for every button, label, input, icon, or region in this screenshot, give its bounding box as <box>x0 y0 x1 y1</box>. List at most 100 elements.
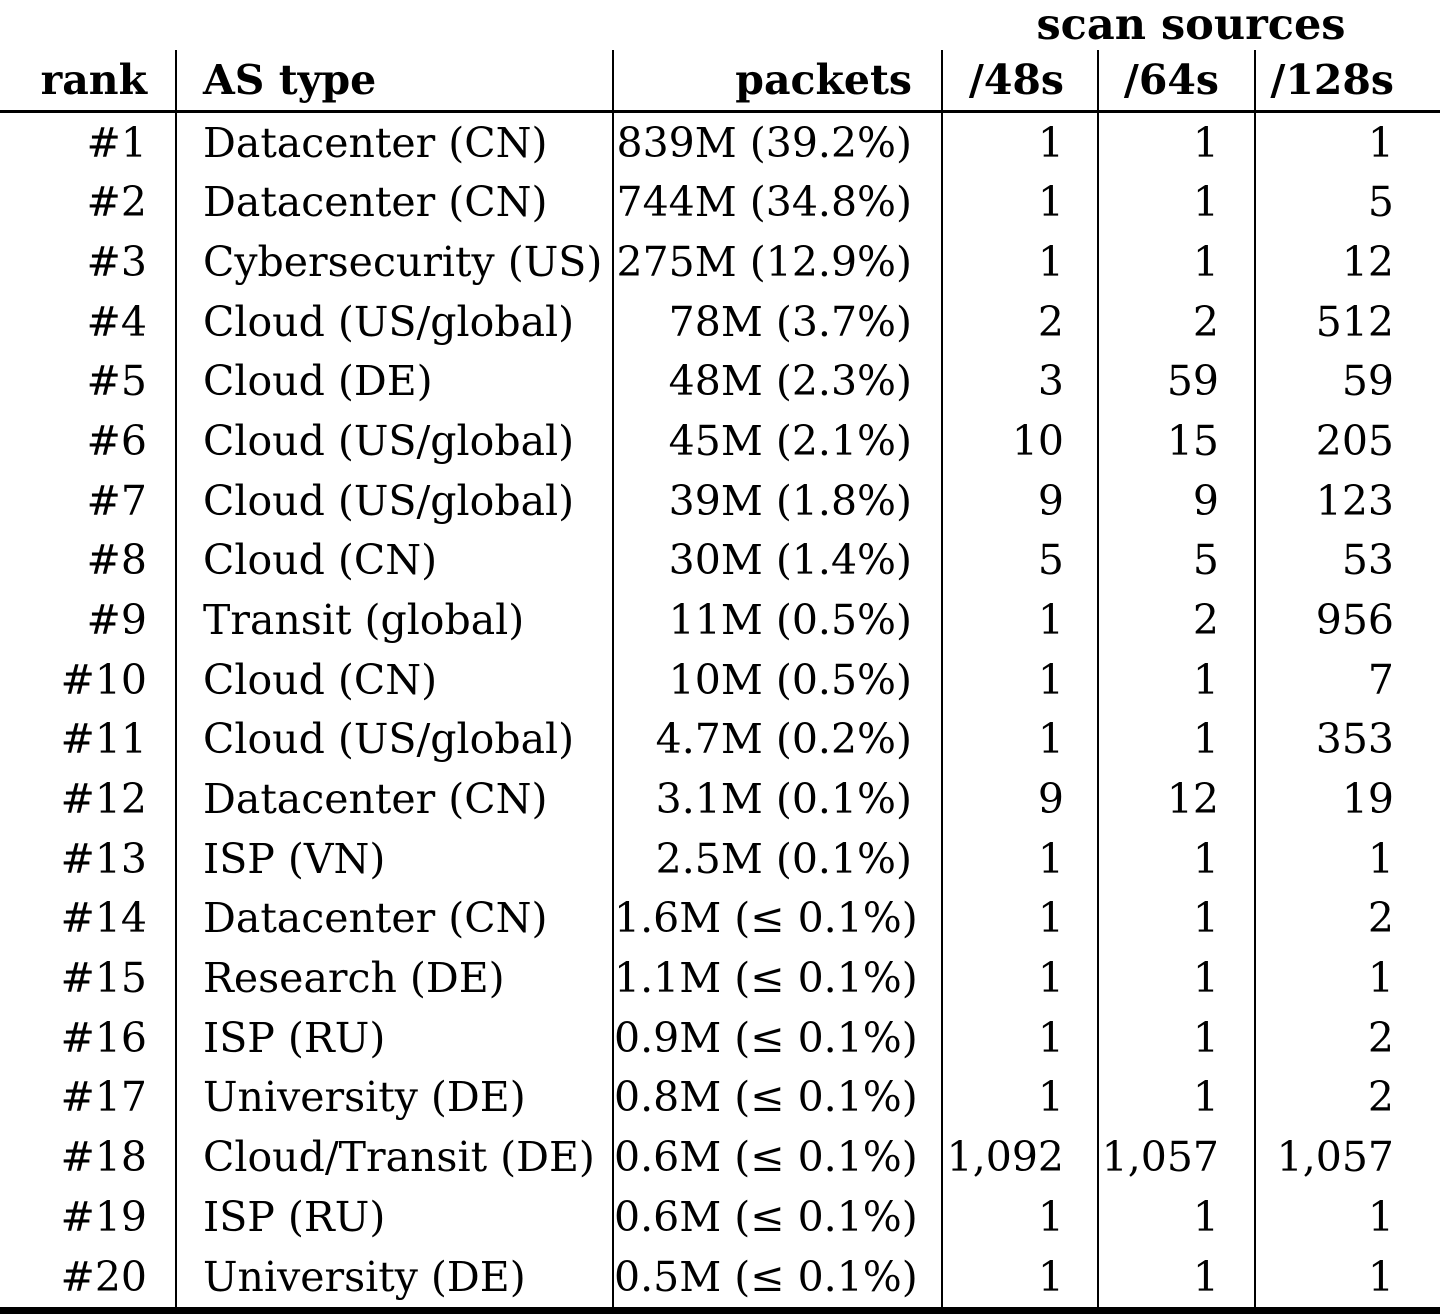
cell-48s: 1 <box>941 888 1098 949</box>
table-row: #15 Research (DE) 1.1M (≤ 0.1%) 1 1 1 <box>0 948 1440 1008</box>
cell-48s: 1 <box>941 1067 1098 1128</box>
cell-packets: 78M (3.7%) <box>612 291 942 352</box>
cell-rank: #14 <box>60 894 147 943</box>
table-row: #18 Cloud/Transit (DE) 0.6M (≤ 0.1%) 1,092 1… <box>0 1127 1440 1187</box>
cell-packets: 45M (2.1%) <box>612 411 942 471</box>
cell-128s: 1 <box>1254 1246 1440 1311</box>
cell-as-type: Datacenter (CN) <box>175 888 613 949</box>
cell-128s: 53 <box>1254 530 1440 591</box>
cell-48s: 1 <box>941 1186 1098 1247</box>
table-row: #6 Cloud (US/global) 45M (2.1%) 10 15 205 <box>0 411 1440 471</box>
table-body: #1 Datacenter (CN) 839M (39.2%) 1 1 1 #2 Datace… <box>0 111 1440 1311</box>
cell-64s: 1 <box>1097 828 1255 889</box>
table-row: #20 University (DE) 0.5M (≤ 0.1%) 1 1 1 <box>0 1246 1440 1311</box>
cell-rank: #7 <box>86 476 147 525</box>
cell-as-type: Transit (global) <box>175 590 613 650</box>
cell-128s: 12 <box>1254 232 1440 292</box>
cell-48s: 1 <box>941 709 1098 770</box>
cell-48s: 1 <box>941 1246 1098 1311</box>
cell-128s: 2 <box>1254 888 1440 949</box>
cell-as-type: Cloud (US/global) <box>175 709 613 770</box>
cell-rank: #10 <box>60 655 147 704</box>
cell-as-type: Cloud (DE) <box>175 351 613 412</box>
cell-as-type: Cloud (US/global) <box>175 470 613 531</box>
cell-rank: #8 <box>86 536 147 585</box>
cell-packets: 30M (1.4%) <box>612 530 942 591</box>
cell-as-type: Cloud (CN) <box>175 530 613 591</box>
cell-64s: 1,057 <box>1097 1127 1255 1187</box>
table-row: #12 Datacenter (CN) 3.1M (0.1%) 9 12 19 <box>0 769 1440 829</box>
cell-packets: 0.8M (≤ 0.1%) <box>612 1067 942 1128</box>
table-row: #16 ISP (RU) 0.9M (≤ 0.1%) 1 1 2 <box>0 1007 1440 1068</box>
table-row: #13 ISP (VN) 2.5M (0.1%) 1 1 1 <box>0 828 1440 889</box>
cell-48s: 1 <box>941 1007 1098 1068</box>
cell-64s: 1 <box>1097 111 1255 173</box>
cell-48s: 1 <box>941 828 1098 889</box>
column-header-128s: /128s <box>1254 50 1440 113</box>
table-row: #5 Cloud (DE) 48M (2.3%) 3 59 59 <box>0 351 1440 412</box>
cell-128s: 353 <box>1254 709 1440 770</box>
cell-rank: #3 <box>86 238 147 286</box>
cell-48s: 10 <box>941 411 1098 471</box>
cell-64s: 1 <box>1097 1186 1255 1247</box>
cell-as-type: Cloud/Transit (DE) <box>175 1127 613 1187</box>
cell-128s: 1 <box>1254 948 1440 1008</box>
cell-rank: #5 <box>86 357 147 406</box>
cell-rank: #15 <box>60 953 147 1002</box>
cell-64s: 59 <box>1097 351 1255 412</box>
cell-64s: 1 <box>1097 948 1255 1008</box>
cell-packets: 0.6M (≤ 0.1%) <box>612 1186 942 1247</box>
cell-48s: 1 <box>941 948 1098 1008</box>
table-row: #11 Cloud (US/global) 4.7M (0.2%) 1 1 353 <box>0 709 1440 770</box>
cell-rank: #11 <box>60 715 147 764</box>
table-row: #1 Datacenter (CN) 839M (39.2%) 1 1 1 <box>0 111 1440 173</box>
cell-64s: 1 <box>1097 709 1255 770</box>
table-row: #10 Cloud (CN) 10M (0.5%) 1 1 7 <box>0 649 1440 710</box>
cell-rank: #9 <box>86 595 147 644</box>
cell-as-type: Cloud (US/global) <box>175 411 613 471</box>
cell-as-type: ISP (VN) <box>175 828 613 889</box>
cell-128s: 123 <box>1254 470 1440 531</box>
cell-rank: #12 <box>60 774 147 823</box>
cell-128s: 19 <box>1254 769 1440 829</box>
cell-packets: 48M (2.3%) <box>612 351 942 412</box>
cell-as-type: Datacenter (CN) <box>175 172 613 233</box>
cell-64s: 1 <box>1097 1246 1255 1311</box>
cell-64s: 1 <box>1097 232 1255 292</box>
cell-rank: #20 <box>60 1252 147 1301</box>
column-header-packets: packets <box>612 50 942 113</box>
cell-48s: 5 <box>941 530 1098 591</box>
cell-128s: 1,057 <box>1254 1127 1440 1187</box>
column-header-48s: /48s <box>941 50 1098 113</box>
cell-as-type: ISP (RU) <box>175 1186 613 1247</box>
scan-sources-group-header: scan sources <box>1036 0 1346 50</box>
table-row: #4 Cloud (US/global) 78M (3.7%) 2 2 512 <box>0 291 1440 352</box>
cell-128s: 59 <box>1254 351 1440 412</box>
cell-packets: 2.5M (0.1%) <box>612 828 942 889</box>
cell-packets: 10M (0.5%) <box>612 649 942 710</box>
cell-48s: 3 <box>941 351 1098 412</box>
cell-packets: 0.5M (≤ 0.1%) <box>612 1246 942 1311</box>
table-head: scan sources rank AS type packets /48s /… <box>0 0 1440 113</box>
cell-rank: #6 <box>86 416 147 465</box>
cell-128s: 2 <box>1254 1007 1440 1068</box>
cell-rank: #13 <box>60 834 147 883</box>
cell-packets: 839M (39.2%) <box>612 111 942 173</box>
cell-64s: 15 <box>1097 411 1255 471</box>
cell-packets: 3.1M (0.1%) <box>612 769 942 829</box>
table-row: #19 ISP (RU) 0.6M (≤ 0.1%) 1 1 1 <box>0 1186 1440 1247</box>
table-row: #9 Transit (global) 11M (0.5%) 1 2 956 <box>0 590 1440 650</box>
table-row: #17 University (DE) 0.8M (≤ 0.1%) 1 1 2 <box>0 1067 1440 1128</box>
cell-48s: 1 <box>941 590 1098 650</box>
cell-packets: 4.7M (0.2%) <box>612 709 942 770</box>
column-header-as-type: AS type <box>175 50 613 113</box>
cell-as-type: Research (DE) <box>175 948 613 1008</box>
cell-128s: 2 <box>1254 1067 1440 1128</box>
cell-rank: #17 <box>60 1073 147 1122</box>
cell-as-type: Cloud (US/global) <box>175 291 613 352</box>
cell-packets: 744M (34.8%) <box>612 172 942 233</box>
cell-rank: #2 <box>86 178 147 227</box>
cell-rank: #16 <box>60 1013 147 1062</box>
